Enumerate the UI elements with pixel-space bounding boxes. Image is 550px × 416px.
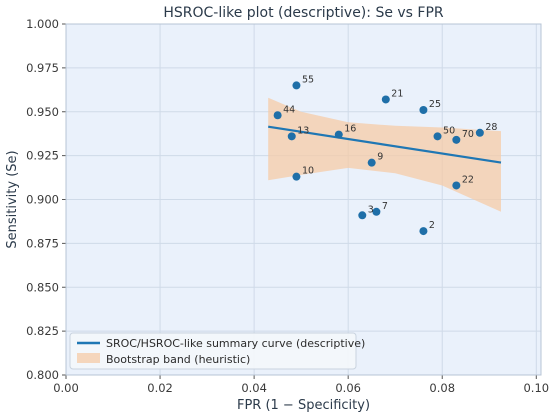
y-axis-title: Sensitivity (Se) bbox=[5, 150, 20, 248]
point-label: 21 bbox=[391, 88, 403, 99]
x-tick-label: 0.08 bbox=[429, 381, 455, 395]
x-tick-label: 0.02 bbox=[147, 381, 173, 395]
point-label: 22 bbox=[462, 174, 474, 185]
y-tick-label: 0.950 bbox=[26, 105, 59, 119]
point-label: 70 bbox=[462, 129, 474, 140]
data-point bbox=[358, 211, 367, 220]
data-point bbox=[452, 135, 461, 144]
point-label: 7 bbox=[382, 201, 388, 212]
point-label: 16 bbox=[344, 124, 356, 135]
y-tick-label: 0.800 bbox=[26, 368, 59, 382]
data-point bbox=[367, 158, 376, 167]
data-point bbox=[273, 111, 282, 120]
x-tick-label: 0.06 bbox=[335, 381, 361, 395]
point-label: 28 bbox=[485, 122, 497, 133]
point-label: 25 bbox=[429, 99, 441, 110]
legend-label-curve: SROC/HSROC-like summary curve (descripti… bbox=[106, 337, 365, 350]
point-label: 2 bbox=[429, 220, 435, 231]
legend-label-band: Bootstrap band (heuristic) bbox=[106, 353, 250, 366]
x-tick-label: 0.00 bbox=[53, 381, 79, 395]
legend-swatch-band bbox=[77, 353, 100, 363]
data-point bbox=[419, 105, 428, 114]
data-point bbox=[292, 172, 301, 181]
point-label: 10 bbox=[302, 166, 314, 177]
data-point bbox=[419, 227, 428, 236]
point-label: 55 bbox=[302, 74, 314, 85]
plot-area bbox=[62, 23, 542, 379]
y-tick-label: 0.900 bbox=[26, 193, 59, 207]
x-tick-label: 0.04 bbox=[241, 381, 267, 395]
data-point bbox=[334, 130, 343, 139]
data-point bbox=[452, 181, 461, 190]
data-point bbox=[433, 132, 442, 141]
data-point bbox=[475, 128, 484, 137]
x-tick-label: 0.10 bbox=[523, 381, 549, 395]
x-axis-title: FPR (1 − Specificity) bbox=[237, 398, 370, 413]
point-label: 3 bbox=[368, 204, 374, 215]
data-point bbox=[381, 95, 390, 104]
y-tick-label: 0.875 bbox=[26, 236, 59, 250]
point-label: 50 bbox=[443, 125, 455, 136]
y-tick-label: 0.975 bbox=[26, 61, 59, 75]
data-point bbox=[292, 81, 301, 90]
y-tick-label: 1.000 bbox=[26, 17, 59, 31]
bootstrap-band bbox=[268, 97, 501, 212]
chart-title: HSROC-like plot (descriptive): Se vs FPR bbox=[163, 5, 444, 21]
y-tick-label: 0.825 bbox=[26, 324, 59, 338]
plot-frame bbox=[65, 23, 542, 376]
point-label: 44 bbox=[283, 104, 295, 115]
y-tick-label: 0.925 bbox=[26, 149, 59, 163]
y-tick-label: 0.850 bbox=[26, 280, 59, 294]
summary-curve bbox=[268, 125, 502, 164]
legend-box bbox=[69, 332, 357, 370]
point-label: 9 bbox=[377, 152, 383, 163]
data-point bbox=[287, 132, 296, 141]
data-point bbox=[372, 207, 381, 216]
point-label: 13 bbox=[297, 125, 309, 136]
